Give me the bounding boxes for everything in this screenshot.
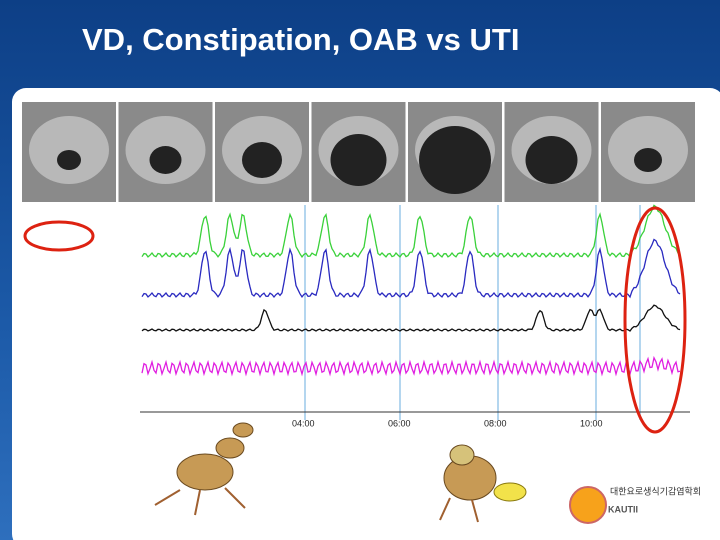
xray-strip (22, 102, 695, 202)
trace (141, 304, 681, 332)
bladder (330, 134, 387, 186)
bladder (419, 126, 491, 194)
trace (141, 204, 681, 259)
trace (141, 238, 681, 299)
highlight-ellipse (623, 206, 687, 434)
bladder (57, 150, 81, 170)
constipation-figure (154, 422, 254, 516)
bladder-figure (439, 444, 527, 523)
trace (141, 355, 681, 377)
bladder (634, 148, 662, 172)
slide-title: VD, Constipation, OAB vs UTI (82, 22, 520, 57)
logo-text: KAUTII (608, 504, 638, 514)
logo: 대한요로생식기감염학회 KAUTII (569, 485, 701, 524)
time-label: 10:00 (580, 418, 603, 428)
logo-korean: 대한요로생식기감염학회 (610, 485, 701, 496)
trace-grid: 04:00 06:00 08:00 10:00 (140, 205, 690, 428)
highlight-circle (23, 220, 95, 252)
traces (141, 204, 681, 377)
bladder (149, 146, 182, 174)
time-label: 04:00 (292, 418, 315, 428)
bladder (525, 136, 578, 184)
bladder (242, 142, 282, 178)
time-label: 08:00 (484, 418, 507, 428)
time-label: 06:00 (388, 418, 411, 428)
